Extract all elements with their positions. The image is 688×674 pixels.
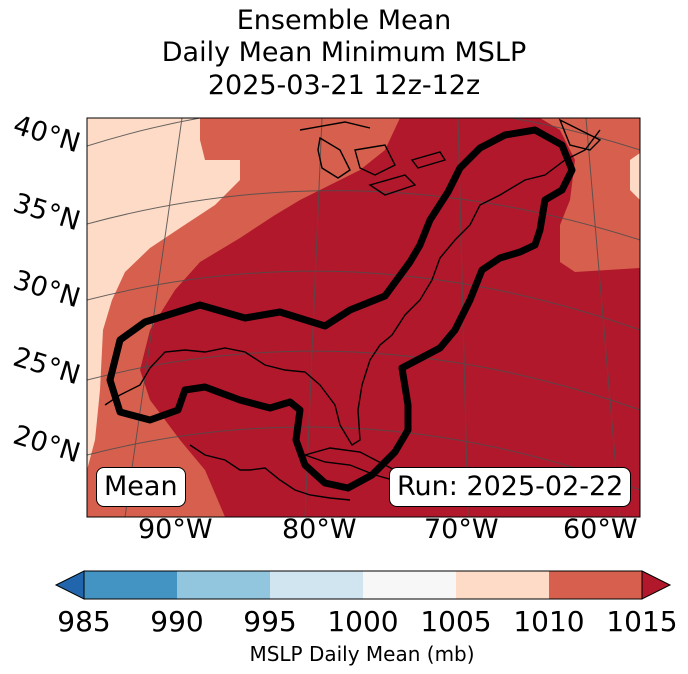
colorbar	[54, 570, 672, 600]
colorbar-underflow	[54, 570, 85, 600]
lake-superior	[299, 121, 371, 131]
title-line-1: Ensemble Mean	[236, 5, 452, 36]
meridian-60w	[585, 118, 621, 517]
pressure-field-above-1015	[140, 118, 640, 517]
meridian-80w	[304, 118, 323, 517]
parallel-20n	[87, 426, 640, 491]
mean-contour	[106, 126, 576, 492]
us-coastline	[104, 129, 601, 446]
run-date-label: Run: 2025-02-22	[389, 467, 632, 507]
colorbar-bin-1005-1010	[456, 571, 549, 599]
parallel-30n	[87, 270, 640, 331]
parallel-40n	[87, 118, 640, 151]
lon-label-90w: 90°W	[138, 514, 213, 545]
colorbar-tick-985: 985	[57, 605, 111, 638]
title-line-2: Daily Mean Minimum MSLP	[161, 37, 527, 68]
lake-erie	[368, 174, 417, 196]
colorbar-tick-1010: 1010	[513, 605, 585, 638]
colorbar-tick-1005: 1005	[420, 605, 492, 638]
map-frame	[86, 117, 641, 518]
colorbar-bin-1000-1005	[363, 571, 456, 599]
colorbar-tick-1015: 1015	[606, 605, 678, 638]
colorbar-tick-1000: 1000	[327, 605, 399, 638]
colorbar-tick-995: 995	[243, 605, 297, 638]
mean-label: Mean	[96, 467, 186, 507]
parallel-35n	[87, 190, 640, 241]
lon-label-80w: 80°W	[282, 514, 357, 545]
map-area	[87, 118, 640, 517]
title-line-3: 2025-03-21 12z-12z	[207, 70, 481, 101]
yucatan-coast	[189, 444, 351, 501]
lake-huron	[354, 144, 396, 176]
lake-ontario	[410, 151, 447, 169]
colorbar-tick-990: 990	[150, 605, 204, 638]
colorbar-bin-1010-1015	[549, 571, 642, 599]
colorbar-bin-990-995	[177, 571, 270, 599]
lake-michigan	[317, 136, 351, 179]
parallel-25n	[87, 350, 640, 411]
nova-scotia	[558, 118, 602, 151]
colorbar-bin-995-1000	[270, 571, 363, 599]
colorbar-label: MSLP Daily Mean (mb)	[249, 642, 475, 666]
lon-label-60w: 60°W	[563, 514, 638, 545]
colorbar-bin-985-990	[84, 571, 177, 599]
colorbar-frame	[83, 570, 643, 600]
colorbar-overflow	[641, 570, 672, 600]
lon-label-70w: 70°W	[424, 514, 499, 545]
